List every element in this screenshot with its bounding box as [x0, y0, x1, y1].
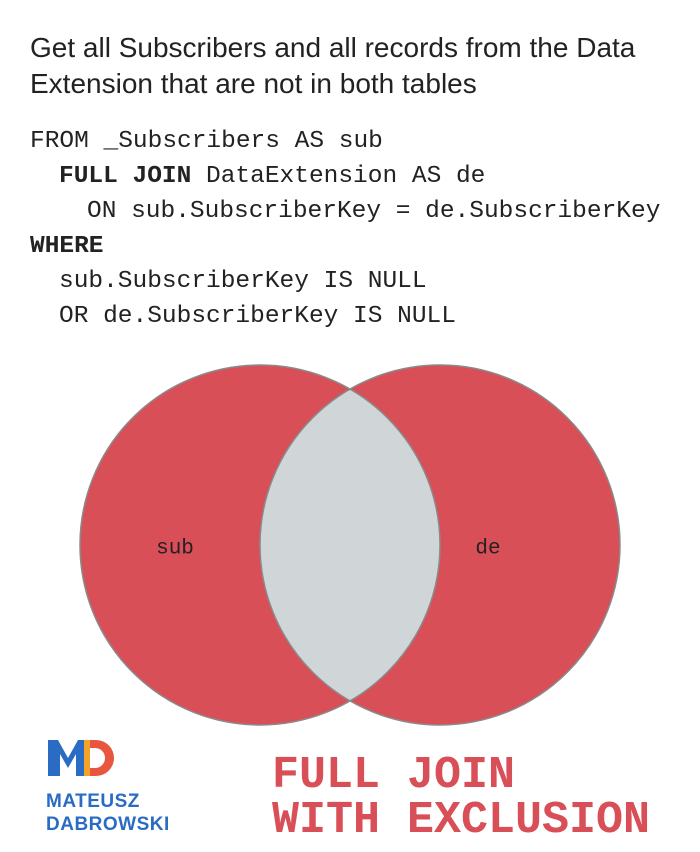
- code-line: FROM _Subscribers AS sub: [30, 127, 383, 157]
- caption: FULL JOIN: [272, 750, 516, 801]
- code-line: ON sub.SubscriberKey = de.SubscriberKey: [87, 197, 660, 227]
- code-text: ON sub.SubscriberKey = de.SubscriberKey: [87, 198, 661, 225]
- code-keyword: FULL JOIN: [59, 163, 192, 190]
- code-line: OR de.SubscriberKey IS NULL: [59, 302, 456, 332]
- title: Get all Subscribers and all records from…: [30, 32, 636, 99]
- code-keyword: WHERE: [30, 233, 104, 260]
- code-line: sub.SubscriberKey IS NULL: [59, 267, 427, 297]
- logo-icon: [48, 740, 114, 776]
- right-outline: [259, 364, 621, 726]
- caption: WITH EXCLUSION: [272, 795, 651, 846]
- code-text: FROM _Subscribers AS sub: [30, 128, 383, 155]
- code-text: OR de.SubscriberKey IS NULL: [59, 303, 456, 330]
- left-outline: [79, 364, 441, 726]
- intersection: [260, 365, 440, 725]
- left-label: sub: [156, 538, 194, 561]
- code-line: WHERE: [30, 232, 104, 262]
- code-text: DataExtension AS de: [191, 163, 486, 190]
- code-text: sub.SubscriberKey IS NULL: [59, 268, 427, 295]
- right-label: de: [475, 538, 500, 561]
- logo-text: DABROWSKI: [46, 814, 170, 835]
- code-line: FULL JOIN DataExtension AS de: [59, 162, 485, 192]
- logo-text: MATEUSZ: [46, 791, 140, 812]
